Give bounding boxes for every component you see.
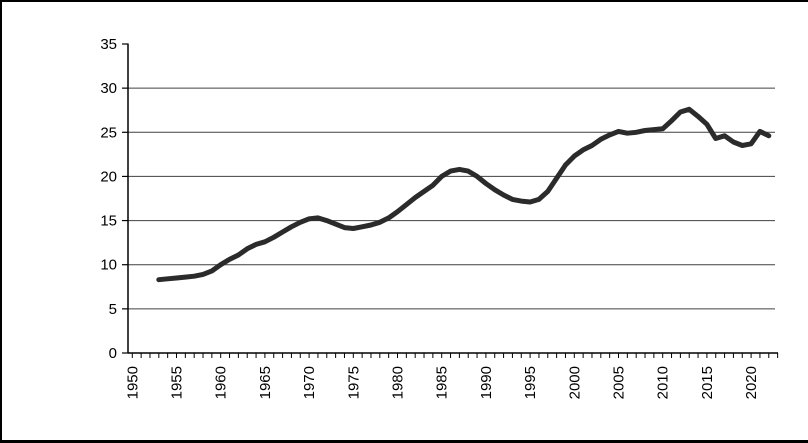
y-axis-tick-label: 5 (109, 301, 117, 318)
x-axis-tick-label: 2010 (655, 366, 672, 399)
figure-border-top (0, 0, 808, 2)
figure-border-bottom (0, 440, 808, 443)
x-axis-tick-label: 1990 (478, 366, 495, 399)
y-axis-tick-label: 25 (100, 124, 117, 141)
y-axis-tick-label: 10 (100, 257, 117, 274)
x-axis-tick-label: 2000 (566, 366, 583, 399)
tick-labels-group: 0 5 10 15 20 25 30 35 1950 1955 1960 1965 1970 1975 19… (100, 36, 760, 399)
x-axis-tick-label: 2020 (743, 366, 760, 399)
x-axis-tick-label: 2015 (699, 366, 716, 399)
y-axis-tick-label: 20 (100, 168, 117, 185)
y-axis-tick-label: 15 (100, 213, 117, 230)
data-line-main-series (156, 106, 772, 283)
y-axis-tick-label: 30 (100, 80, 117, 97)
x-axis-tick-label: 1975 (345, 366, 362, 399)
x-axis-tick-label: 1955 (169, 366, 186, 399)
x-axis-tick-label: 1985 (434, 366, 451, 399)
x-axis-tick-label: 1960 (213, 366, 230, 399)
x-axis-tick-label: 1995 (522, 366, 539, 399)
x-axis-tick-label: 1950 (124, 366, 141, 399)
x-axis-tick-label: 1980 (390, 366, 407, 399)
x-axis-tick-label: 1970 (301, 366, 318, 399)
y-axis-tick-label: 35 (100, 36, 117, 53)
axes-group (122, 43, 779, 358)
data-series-group (156, 106, 772, 283)
x-axis-tick-label: 2005 (611, 366, 628, 399)
figure-border-left (0, 0, 2, 443)
y-axis-tick-label: 0 (109, 345, 117, 362)
gridlines-group (128, 87, 775, 310)
x-axis-tick-label: 1965 (257, 366, 274, 399)
